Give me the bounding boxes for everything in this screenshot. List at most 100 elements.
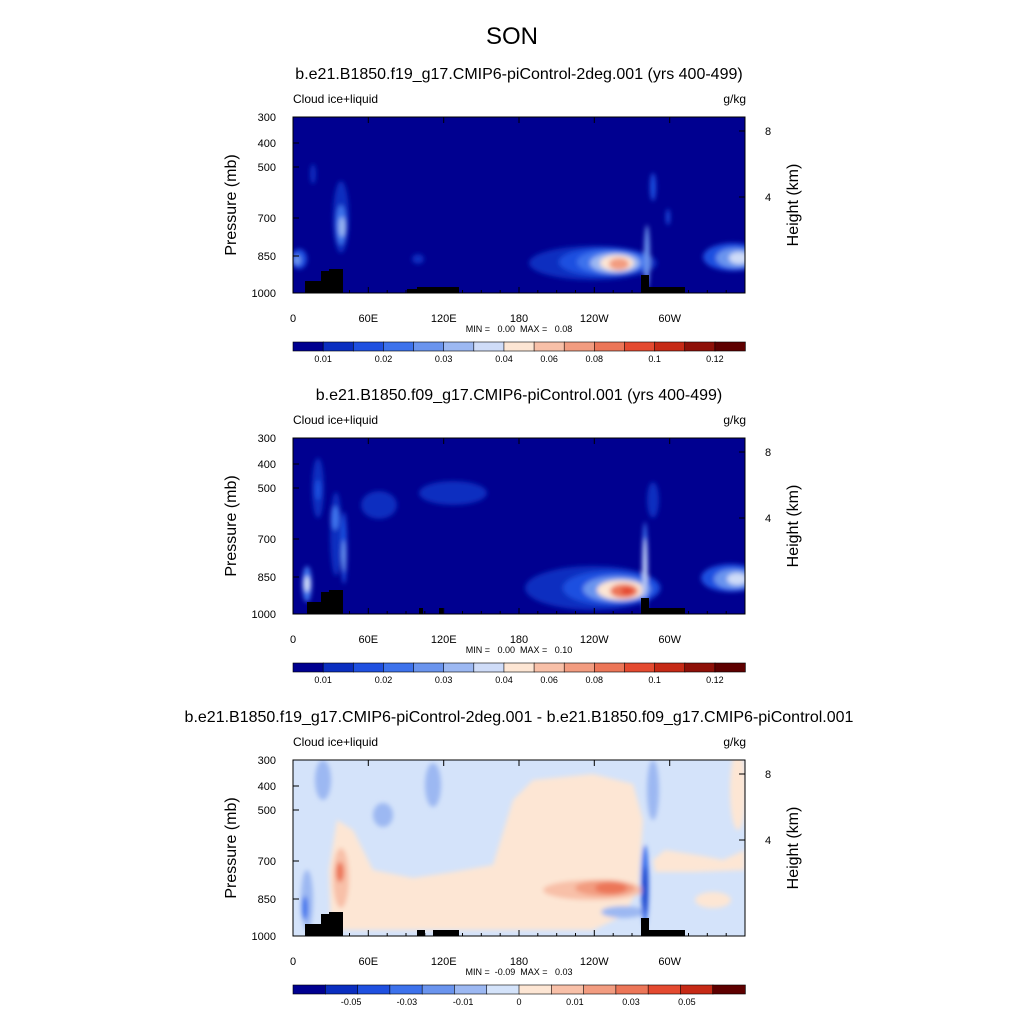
field-feature — [695, 892, 731, 908]
colorbar-label: 0.12 — [706, 675, 724, 685]
colorbar-swatch — [624, 341, 656, 352]
y-tick-label: 300 — [258, 112, 276, 124]
colorbar-swatch — [647, 984, 682, 995]
colorbar-label: 0.02 — [375, 675, 393, 685]
y-tick-label: 1000 — [252, 609, 276, 621]
colorbar — [292, 984, 746, 995]
colorbar-swatch — [563, 341, 596, 352]
left-ticks — [293, 437, 299, 615]
y-tick-label: 1000 — [252, 288, 276, 300]
y-axis-title: Pressure (mb) — [223, 475, 240, 576]
field-feature — [302, 896, 308, 920]
colorbar-label: 0.04 — [495, 675, 513, 685]
colorbar-label: 0.12 — [706, 354, 724, 364]
x-tick-label: 180 — [510, 634, 528, 646]
y-tick-label: 850 — [258, 572, 276, 584]
field-feature — [729, 252, 745, 264]
field-feature — [331, 506, 339, 530]
field-feature — [412, 254, 424, 264]
plot-area — [292, 437, 746, 615]
x-tick-label: 60W — [658, 313, 681, 325]
colorbar-swatch — [533, 662, 565, 673]
colorbar-swatch — [654, 662, 686, 673]
field-feature — [304, 576, 310, 592]
colorbar-label: 0.08 — [586, 354, 604, 364]
field-feature — [310, 164, 316, 184]
min-max-label: MIN = -0.09 MAX = 0.03 — [465, 967, 572, 977]
topography-mask — [305, 269, 685, 293]
colorbar-swatch — [352, 662, 385, 673]
variable-label: Cloud ice+liquid — [293, 92, 378, 106]
colorbar-swatch — [443, 662, 475, 673]
y-tick-label: 400 — [258, 138, 276, 150]
field-feature — [330, 492, 342, 576]
colorbar-label: 0.04 — [495, 354, 513, 364]
y-right-tick-label: 4 — [765, 835, 771, 847]
x-tick-label: 60E — [359, 634, 379, 646]
colorbar-swatch — [563, 662, 596, 673]
x-tick-label: 60E — [359, 956, 379, 968]
colorbar-swatch — [486, 984, 520, 995]
y-tick-label: 850 — [258, 251, 276, 263]
field-feature — [643, 538, 647, 598]
plot-area — [292, 759, 746, 937]
y-tick-label: 700 — [258, 213, 276, 225]
colorbar-swatch — [413, 662, 445, 673]
x-tick-label: 120W — [580, 313, 609, 325]
colorbar-swatch — [712, 984, 746, 995]
colorbar-swatch — [421, 984, 456, 995]
y-tick-label: 300 — [258, 433, 276, 445]
y-right-tick-label: 8 — [765, 769, 771, 781]
bottom-ticks — [292, 117, 727, 293]
panel-title: b.e21.B1850.f19_g17.CMIP6-piControl-2deg… — [185, 709, 854, 726]
colorbar-swatch — [292, 984, 326, 995]
colorbar-swatch — [389, 984, 423, 995]
y-tick-labels: 300 400 500 700 850 1000 — [252, 755, 276, 943]
field-background — [293, 117, 745, 293]
field-feature — [621, 587, 633, 595]
colorbar-swatch — [473, 341, 505, 352]
x-tick-label: 120E — [431, 313, 457, 325]
y-right-tick-label: 8 — [765, 447, 771, 459]
right-ticks — [739, 773, 745, 841]
x-tick-labels: 0 60E 120E 180 120W 60W — [290, 634, 682, 646]
colorbar-label: 0.05 — [678, 997, 696, 1007]
colorbar-swatch — [615, 984, 649, 995]
colorbar — [292, 662, 746, 673]
y-tick-labels: 300 400 500 700 850 1000 — [252, 112, 276, 300]
field-feature — [595, 882, 627, 894]
min-max-label: MIN = 0.00 MAX = 0.08 — [466, 324, 573, 334]
colorbar-swatch — [473, 662, 505, 673]
x-tick-label: 60W — [658, 956, 681, 968]
colorbar-swatch — [533, 341, 565, 352]
topography-mask — [305, 912, 685, 936]
colorbar-swatch — [383, 662, 415, 673]
colorbar-swatch — [680, 984, 714, 995]
colorbar-labels: -0.05 -0.03 -0.01 0 0.01 0.03 0.05 — [341, 997, 696, 1007]
y-tick-label: 1000 — [252, 931, 276, 943]
field-feature — [666, 209, 670, 225]
x-tick-label: 180 — [510, 956, 528, 968]
colorbar-label: 0.06 — [540, 675, 558, 685]
y-tick-label: 500 — [258, 162, 276, 174]
y-tick-label: 400 — [258, 459, 276, 471]
colorbar-swatch — [594, 662, 626, 673]
colorbar-label: 0.1 — [648, 675, 661, 685]
panel-title: b.e21.B1850.f09_g17.CMIP6-piControl.001 … — [316, 387, 722, 404]
y-tick-label: 500 — [258, 483, 276, 495]
x-tick-labels: 0 60E 120E 180 120W 60W — [290, 313, 682, 325]
panel-1: b.e21.B1850.f19_g17.CMIP6-piControl-2deg… — [223, 66, 802, 364]
field-feature — [336, 862, 344, 882]
field-feature — [315, 480, 321, 500]
colorbar-swatch — [583, 984, 617, 995]
field-background — [293, 438, 745, 614]
colorbar-swatch — [654, 341, 686, 352]
colorbar-labels: 0.01 0.02 0.03 0.04 0.06 0.08 0.1 0.12 — [314, 675, 723, 685]
field-feature — [315, 760, 331, 800]
colorbar-label: 0.01 — [314, 354, 332, 364]
left-ticks — [293, 759, 299, 937]
colorbar-swatch — [550, 984, 585, 995]
colorbar-swatch — [383, 341, 415, 352]
y-axis-title: Pressure (mb) — [223, 154, 240, 255]
colorbar-swatch — [292, 341, 324, 352]
